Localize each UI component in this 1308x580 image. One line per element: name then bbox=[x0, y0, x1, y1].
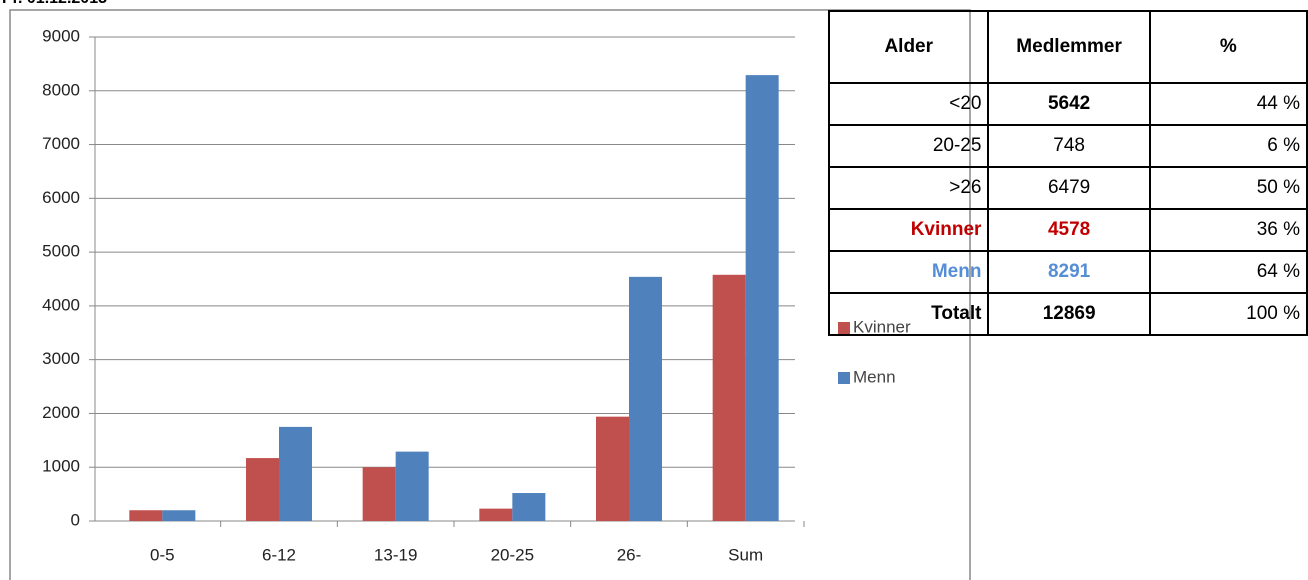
summary-table: Alder Medlemmer % <20 5642 44 % 20-25 748 6 … bbox=[827, 10, 1308, 336]
cell: Kvinner bbox=[827, 208, 990, 252]
cell: 44 % bbox=[1148, 82, 1308, 126]
table-header: Alder Medlemmer % bbox=[827, 10, 1308, 84]
table-row: <20 5642 44 % bbox=[827, 82, 1308, 126]
bar bbox=[512, 493, 546, 521]
x-tick-label: 6-12 bbox=[262, 545, 296, 564]
y-tick-label: 3000 bbox=[42, 349, 80, 368]
cell: 748 bbox=[987, 124, 1151, 168]
y-tick-label: 4000 bbox=[42, 295, 80, 314]
cell: 50 % bbox=[1148, 166, 1308, 210]
header-cell: % bbox=[1148, 10, 1308, 84]
table-row: >26 6479 50 % bbox=[827, 166, 1308, 210]
header-cell: Alder bbox=[827, 10, 990, 84]
table-row: Menn 8291 64 % bbox=[827, 250, 1308, 294]
cell: 6 % bbox=[1148, 124, 1308, 168]
cell: <20 bbox=[827, 82, 990, 126]
bar bbox=[395, 451, 429, 521]
cell: Menn bbox=[827, 250, 990, 294]
cell: 8291 bbox=[987, 250, 1151, 294]
bar bbox=[629, 276, 662, 521]
bar bbox=[246, 458, 279, 521]
table-row: Totalt 12869 100 % bbox=[827, 292, 1308, 336]
table-row: 20-25 748 6 % bbox=[827, 124, 1308, 168]
cell: 6479 bbox=[987, 166, 1151, 210]
y-tick-label: 6000 bbox=[42, 188, 80, 207]
cell: 100 % bbox=[1148, 292, 1308, 336]
x-tick-label: 20-25 bbox=[491, 545, 534, 564]
cell: 36 % bbox=[1148, 208, 1308, 252]
bar bbox=[712, 274, 746, 521]
table-row: Kvinner 4578 36 % bbox=[827, 208, 1308, 252]
bar bbox=[745, 75, 779, 521]
cell: >26 bbox=[827, 166, 990, 210]
chart-frame bbox=[9, 9, 971, 580]
x-tick-label: 0-5 bbox=[150, 545, 175, 564]
y-tick-label: 9000 bbox=[42, 26, 80, 45]
bar bbox=[362, 467, 396, 521]
bar bbox=[129, 510, 163, 521]
cell: 4578 bbox=[987, 208, 1151, 252]
cell: 12869 bbox=[987, 292, 1151, 336]
bar bbox=[479, 508, 513, 521]
y-tick-label: 5000 bbox=[42, 242, 80, 261]
y-tick-label: 2000 bbox=[42, 403, 80, 422]
x-tick-label: Sum bbox=[728, 545, 763, 564]
y-tick-label: 0 bbox=[71, 510, 80, 529]
y-tick-label: 7000 bbox=[42, 134, 80, 153]
cell: Totalt bbox=[827, 292, 990, 336]
cell: 20-25 bbox=[827, 124, 990, 168]
x-tick-label: 13-19 bbox=[374, 545, 417, 564]
header-text: Pr. 01.12.2013 bbox=[2, 0, 107, 8]
y-tick-label: 8000 bbox=[42, 80, 80, 99]
chart: 0 1000 2000 3000 4000 5000 6000 7000 8000 9000 0-5… bbox=[9, 9, 971, 580]
cell: 64 % bbox=[1148, 250, 1308, 294]
x-tick-label: 26- bbox=[617, 545, 642, 564]
cell: 5642 bbox=[987, 82, 1151, 126]
header-cell: Medlemmer bbox=[987, 10, 1151, 84]
bar bbox=[162, 510, 196, 521]
y-tick-label: 1000 bbox=[42, 457, 80, 476]
bar bbox=[596, 416, 629, 521]
bar bbox=[279, 426, 312, 521]
